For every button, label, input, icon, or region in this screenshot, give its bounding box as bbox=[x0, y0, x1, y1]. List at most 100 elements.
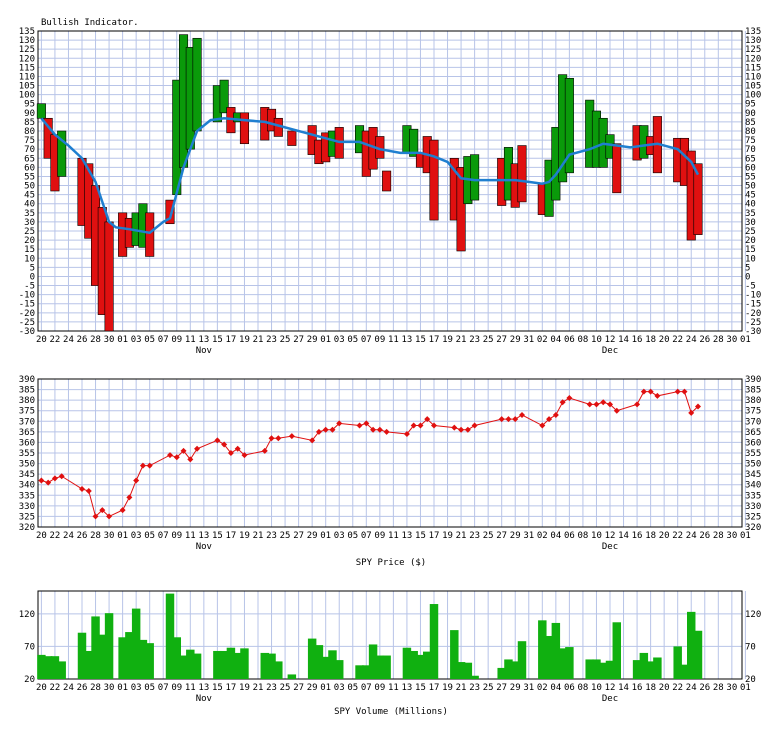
y-tick-label-right: 5 bbox=[745, 263, 750, 273]
volume-bar bbox=[653, 657, 662, 679]
y-tick-label-right: 0 bbox=[745, 272, 750, 282]
y-tick-label-left: 385 bbox=[19, 386, 35, 396]
y-tick-label-right: 125 bbox=[745, 45, 761, 55]
y-tick-label-left: 120 bbox=[19, 610, 35, 620]
bullish-bar-down bbox=[382, 170, 392, 192]
x-tick-label: 28 bbox=[713, 683, 724, 693]
y-tick-label-right: -20 bbox=[745, 309, 761, 319]
x-tick-label: 01 bbox=[320, 531, 331, 541]
price-point bbox=[133, 477, 140, 484]
y-tick-label-right: 70 bbox=[745, 642, 756, 652]
x-tick-label: 13 bbox=[198, 531, 209, 541]
x-tick-label: 03 bbox=[334, 531, 345, 541]
volume-bar bbox=[328, 650, 337, 679]
x-tick-label: 17 bbox=[429, 531, 440, 541]
y-tick-label-left: 135 bbox=[19, 27, 35, 37]
x-tick-label: 23 bbox=[469, 335, 480, 345]
x-tick-label: 13 bbox=[198, 683, 209, 693]
x-tick-label: 27 bbox=[496, 683, 507, 693]
volume-bar bbox=[274, 661, 283, 679]
y-tick-label-right: 80 bbox=[745, 127, 756, 137]
x-tick-label: 22 bbox=[50, 683, 61, 693]
y-tick-label-left: -20 bbox=[19, 309, 35, 319]
price-point bbox=[227, 450, 234, 456]
price-point bbox=[613, 407, 620, 414]
volume-bar bbox=[646, 661, 655, 679]
volume-bar bbox=[497, 667, 506, 679]
x-tick-label: 11 bbox=[185, 531, 196, 541]
volume-bar bbox=[131, 608, 141, 679]
y-tick-label-right: 30 bbox=[745, 218, 756, 228]
price-point bbox=[261, 447, 268, 454]
bullish-bar-down bbox=[104, 221, 114, 332]
volume-bar bbox=[219, 650, 229, 679]
volume-bar bbox=[118, 637, 127, 679]
x-tick-label: 27 bbox=[293, 531, 304, 541]
y-tick-label-left: 325 bbox=[19, 512, 35, 522]
x-tick-label: 10 bbox=[591, 531, 602, 541]
x-tick-label: 04 bbox=[550, 683, 561, 693]
x-tick-label: 01 bbox=[740, 531, 751, 541]
x-tick-label: 05 bbox=[347, 335, 358, 345]
bullish-bar-down bbox=[239, 112, 249, 145]
y-tick-label-left: -25 bbox=[19, 318, 35, 328]
x-tick-label: 14 bbox=[618, 531, 629, 541]
volume-bar bbox=[192, 653, 202, 679]
price-point bbox=[566, 395, 573, 402]
volume-bar bbox=[307, 638, 317, 679]
y-tick-label-left: 335 bbox=[19, 491, 35, 501]
y-tick-label-right: 35 bbox=[745, 209, 756, 219]
price-point bbox=[241, 452, 248, 459]
x-tick-label: 09 bbox=[374, 531, 385, 541]
y-tick-label-left: 100 bbox=[19, 91, 35, 101]
bullish-indicator-panel: -30 -30-25 -25-20 -20-15 -15-10 -10-5 -50 05 510… bbox=[19, 27, 762, 356]
bullish-bar-down bbox=[612, 143, 622, 194]
y-tick-label-left: 30 bbox=[24, 218, 35, 228]
price-point bbox=[688, 409, 695, 416]
volume-bar bbox=[355, 665, 364, 679]
spy-price-label: SPY Price ($) bbox=[356, 558, 426, 568]
volume-bar bbox=[240, 648, 249, 679]
y-tick-label-left: 80 bbox=[24, 127, 35, 137]
volume-bar bbox=[409, 650, 418, 679]
volume-bar bbox=[680, 664, 689, 679]
y-tick-label-right: 350 bbox=[745, 460, 761, 470]
month-label: Nov bbox=[196, 346, 212, 356]
volume-bar bbox=[104, 613, 114, 679]
volume-bar bbox=[605, 660, 615, 679]
price-point bbox=[498, 416, 505, 423]
x-tick-label: 01 bbox=[117, 683, 128, 693]
price-point bbox=[505, 416, 512, 423]
price-point bbox=[99, 507, 106, 514]
volume-bar bbox=[538, 620, 547, 679]
x-tick-label: 02 bbox=[537, 683, 548, 693]
x-tick-label: 30 bbox=[726, 683, 737, 693]
price-point bbox=[180, 447, 187, 454]
price-point bbox=[519, 411, 525, 418]
volume-bar bbox=[43, 656, 53, 679]
price-point bbox=[586, 401, 593, 408]
x-tick-label: 24 bbox=[63, 335, 74, 345]
y-tick-label-right: 20 bbox=[745, 236, 756, 246]
price-point bbox=[674, 388, 681, 395]
x-tick-label: 28 bbox=[90, 683, 101, 693]
bullish-bar-down bbox=[693, 163, 703, 235]
x-tick-label: 25 bbox=[483, 683, 494, 693]
volume-bar bbox=[558, 648, 567, 679]
x-tick-label: 20 bbox=[659, 683, 670, 693]
bullish-bar-up bbox=[36, 103, 46, 119]
volume-bar bbox=[172, 637, 181, 679]
x-tick-label: 22 bbox=[50, 531, 61, 541]
volume-bar bbox=[179, 655, 188, 679]
y-tick-label-right: 85 bbox=[745, 118, 756, 128]
x-tick-label: 02 bbox=[537, 335, 548, 345]
x-tick-label: 14 bbox=[618, 683, 629, 693]
x-tick-label: 28 bbox=[713, 531, 724, 541]
y-tick-label-right: 325 bbox=[745, 512, 761, 522]
y-tick-label-right: 105 bbox=[745, 82, 761, 92]
price-point bbox=[51, 475, 58, 482]
x-tick-label: 07 bbox=[158, 531, 169, 541]
y-tick-label-right: 375 bbox=[745, 407, 761, 417]
y-tick-label-right: 10 bbox=[745, 254, 756, 264]
x-tick-label: 01 bbox=[320, 683, 331, 693]
